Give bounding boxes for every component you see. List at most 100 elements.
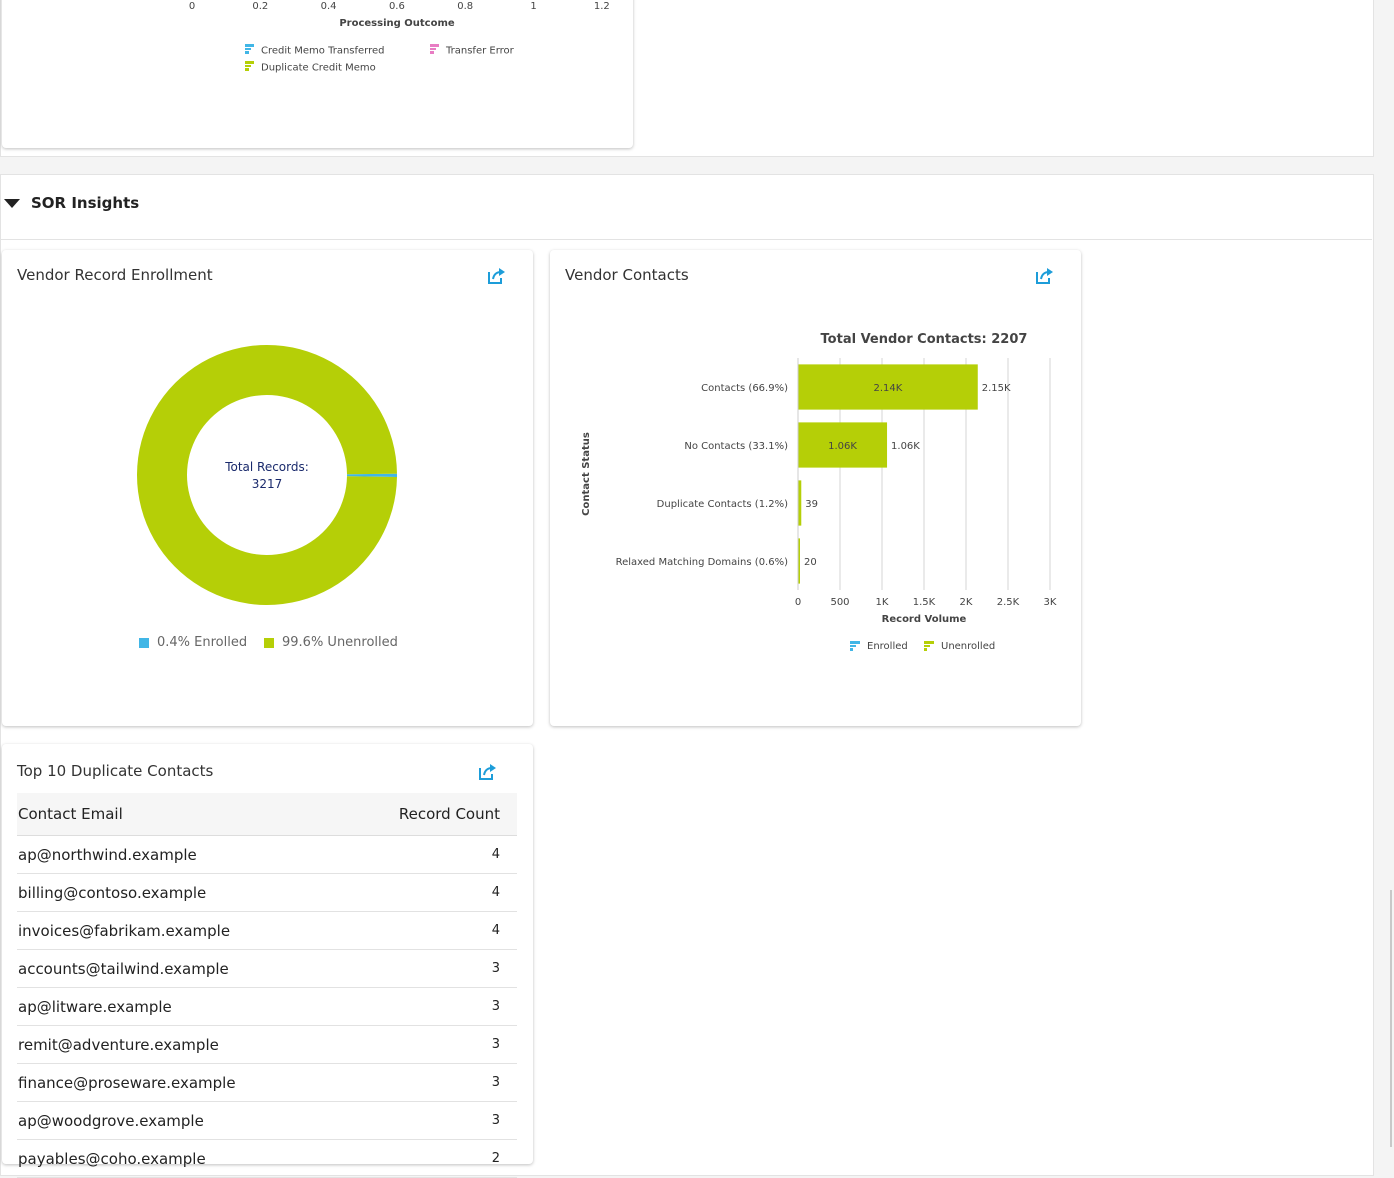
export-icon[interactable] xyxy=(477,762,497,782)
square-legend-icon xyxy=(139,637,149,648)
bar-legend-icon xyxy=(850,648,853,651)
card-title: Vendor Record Enrollment xyxy=(17,266,213,284)
export-icon[interactable] xyxy=(486,266,506,286)
record-count-cell: 4 xyxy=(341,873,517,912)
x-tick-label: 500 xyxy=(830,597,849,608)
table-row[interactable]: payables@coho.example 2 xyxy=(17,1139,517,1178)
enrollment-donut-chart: Total Records: 3217 xyxy=(136,344,397,605)
section-title: SOR Insights xyxy=(31,194,140,212)
vendor-record-enrollment-card: Vendor Record Enrollment Total Records: … xyxy=(2,250,533,726)
column-header-contact-email[interactable]: Contact Email xyxy=(17,793,342,836)
contact-email-cell: ap@woodgrove.example xyxy=(17,1101,342,1140)
legend-label: Unenrolled xyxy=(941,641,995,652)
table-row[interactable]: remit@adventure.example 3 xyxy=(17,1025,517,1064)
legend-label: 0.4% Enrolled xyxy=(157,635,248,650)
record-count-cell: 2 xyxy=(341,1139,517,1178)
legend-unenrolled[interactable]: Unenrolled xyxy=(924,641,995,652)
legend-credit-memo-transferred[interactable]: Credit Memo Transferred xyxy=(245,44,385,57)
legend-transfer-error[interactable]: Transfer Error xyxy=(430,44,514,57)
x-tick-label: 3K xyxy=(1044,597,1057,608)
y-category-label: No Contacts (33.1%) xyxy=(684,441,788,452)
y-axis-label: Contact Status xyxy=(581,432,592,516)
bar-unenrolled[interactable] xyxy=(798,422,888,468)
contact-email-cell: invoices@fabrikam.example xyxy=(17,911,342,950)
processing-outcome-xlabel: Processing Outcome xyxy=(339,18,455,29)
donut-slice-unenrolled[interactable] xyxy=(136,344,397,605)
contact-email-cell: ap@northwind.example xyxy=(17,835,342,874)
bar-data-label: 2.14K xyxy=(873,383,902,394)
donut-center-label: Total Records: xyxy=(224,460,309,474)
sor-insights-header[interactable]: SOR Insights xyxy=(0,174,1372,240)
vendor-contacts-card: Vendor Contacts Total Vendor Contacts: 2… xyxy=(550,250,1081,726)
legend-label: Enrolled xyxy=(867,641,908,652)
export-icon[interactable] xyxy=(1034,266,1054,286)
x-tick-label: 1.5K xyxy=(913,597,936,608)
donut-center-value: 3217 xyxy=(252,477,283,491)
donut-slice-enrolled[interactable] xyxy=(346,473,397,477)
legend-unenrolled[interactable]: 99.6% Unenrolled xyxy=(264,635,398,650)
legend-enrolled[interactable]: 0.4% Enrolled xyxy=(139,635,247,650)
scrollbar[interactable] xyxy=(1390,890,1392,1147)
bar-legend-icon xyxy=(924,641,934,644)
bar-unenrolled[interactable] xyxy=(798,538,800,584)
top-duplicate-contacts-card: Top 10 Duplicate Contacts Contact Email … xyxy=(2,744,533,1178)
legend-duplicate-credit-memo[interactable]: Duplicate Credit Memo xyxy=(245,61,376,74)
bar-unenrolled[interactable] xyxy=(798,364,978,410)
contact-email-cell: finance@proseware.example xyxy=(17,1063,342,1102)
contact-email-cell: accounts@tailwind.example xyxy=(17,949,342,988)
vendor-contacts-bar-chart: Total Vendor Contacts: 2207 0 500 1K 1.5K 2K 2… xyxy=(581,332,1057,652)
legend-label: Credit Memo Transferred xyxy=(261,45,385,57)
square-legend-icon xyxy=(264,637,274,648)
contact-email-cell: ap@litware.example xyxy=(17,987,342,1026)
x-tick-label: 2.5K xyxy=(997,597,1020,608)
bar-total-label: 1.06K xyxy=(891,441,920,452)
legend-enrolled[interactable]: Enrolled xyxy=(850,641,908,652)
bar-total-label: 2.15K xyxy=(982,383,1011,394)
bar-legend-icon xyxy=(850,641,860,644)
bar-total-label: 39 xyxy=(805,499,818,510)
x-tick-label: 1.2 xyxy=(594,1,610,12)
card-title: Top 10 Duplicate Contacts xyxy=(17,762,214,780)
column-header-record-count[interactable]: Record Count xyxy=(341,793,517,836)
table-row[interactable]: accounts@tailwind.example 3 xyxy=(17,949,517,988)
record-count-cell: 3 xyxy=(341,987,517,1026)
record-count-cell: 4 xyxy=(341,911,517,950)
bar-total-label: 20 xyxy=(804,557,817,568)
record-count-cell: 3 xyxy=(341,1101,517,1140)
legend-label: 99.6% Unenrolled xyxy=(282,635,398,650)
legend-label: Transfer Error xyxy=(446,45,514,57)
table-row[interactable]: finance@proseware.example 3 xyxy=(17,1063,517,1102)
x-tick-label: 0 xyxy=(189,1,195,12)
table-row[interactable]: ap@northwind.example 4 xyxy=(17,835,517,874)
bar-unenrolled[interactable] xyxy=(798,480,802,526)
record-count-cell: 3 xyxy=(341,1063,517,1102)
bar-legend-icon xyxy=(850,645,856,647)
bar-legend-icon xyxy=(245,61,255,74)
bar-legend-icon xyxy=(924,648,927,651)
record-count-cell: 3 xyxy=(341,1025,517,1064)
bar-data-label: 1.06K xyxy=(828,441,857,452)
duplicate-contacts-table: Contact Email Record Count ap@northwind.… xyxy=(17,793,517,1178)
x-tick-label: 2K xyxy=(960,597,973,608)
x-tick-label: 0.8 xyxy=(457,1,473,12)
x-tick-label: 0.6 xyxy=(389,1,405,12)
table-row[interactable]: invoices@fabrikam.example 4 xyxy=(17,911,517,950)
table-row[interactable]: billing@contoso.example 4 xyxy=(17,873,517,912)
record-count-cell: 3 xyxy=(341,949,517,988)
processing-outcome-chart: 0 0.2 0.4 0.6 0.8 1 1.2 Processing Outcome xyxy=(189,1,610,29)
table-row[interactable]: ap@woodgrove.example 3 xyxy=(17,1101,517,1140)
x-tick-label: 1 xyxy=(530,1,536,12)
x-tick-label: 0.4 xyxy=(321,1,337,12)
table-row[interactable]: ap@litware.example 3 xyxy=(17,987,517,1026)
table-header-row: Contact Email Record Count xyxy=(17,793,517,836)
bar-legend-icon xyxy=(430,44,440,57)
y-category-label: Contacts (66.9%) xyxy=(701,383,788,394)
x-tick-label: 0.2 xyxy=(252,1,268,12)
collapse-caret-icon xyxy=(4,199,20,208)
legend-label: Duplicate Credit Memo xyxy=(261,62,376,74)
y-category-label: Relaxed Matching Domains (0.6%) xyxy=(616,557,789,568)
x-tick-label: 1K xyxy=(876,597,889,608)
contact-email-cell: payables@coho.example xyxy=(17,1139,342,1178)
bar-legend-icon xyxy=(245,44,255,57)
card-title: Vendor Contacts xyxy=(565,266,689,284)
